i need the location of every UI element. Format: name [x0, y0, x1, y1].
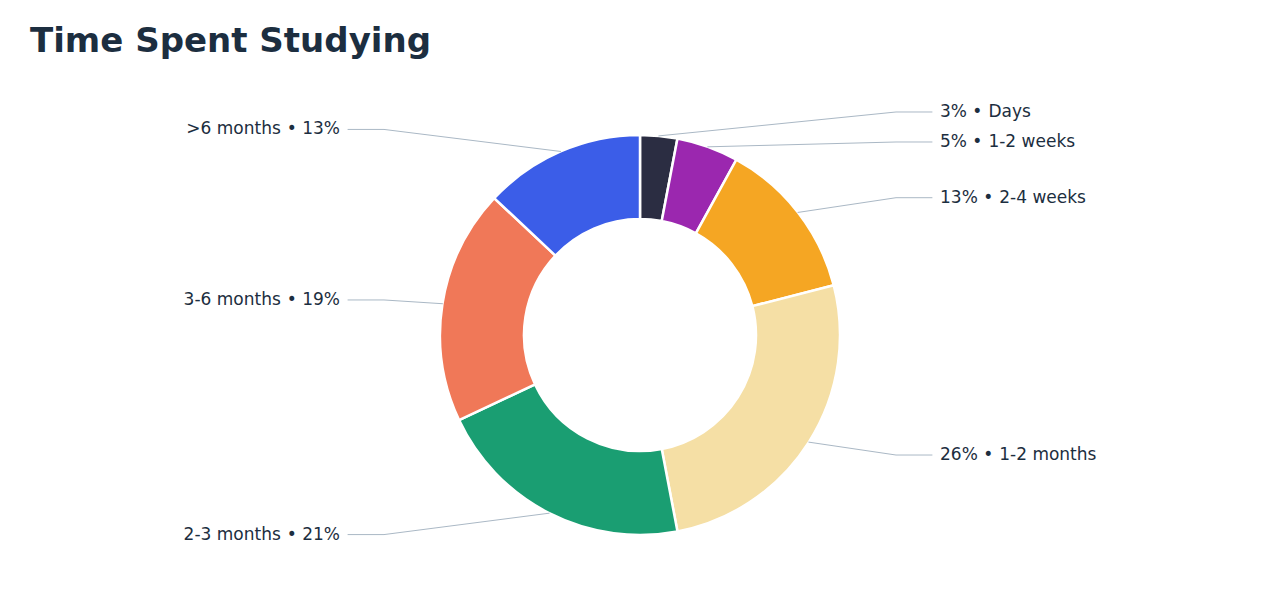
- data-label: 2-3 months • 21%: [184, 524, 340, 544]
- value-label: 13% •: [940, 187, 993, 207]
- data-label: 26% • 1-2 months: [940, 444, 1097, 464]
- category-label: 1-2 months: [999, 444, 1096, 464]
- slice: [662, 285, 840, 531]
- leader-line: [348, 129, 561, 151]
- value-label: • 19%: [287, 289, 340, 309]
- leader-line: [809, 442, 932, 455]
- category-label: 1-2 weeks: [988, 131, 1075, 151]
- slice: [494, 135, 640, 256]
- value-label: • 21%: [287, 524, 340, 544]
- category-label: Days: [988, 101, 1031, 121]
- data-label: 3% • Days: [940, 101, 1031, 121]
- slice: [696, 160, 834, 306]
- category-label: 3-6 months: [184, 289, 281, 309]
- slice: [459, 384, 677, 535]
- category-label: 2-3 months: [184, 524, 281, 544]
- value-label: 3% •: [940, 101, 982, 121]
- data-label: 5% • 1-2 weeks: [940, 131, 1075, 151]
- leader-line: [348, 300, 442, 304]
- category-label: >6 months: [186, 118, 281, 138]
- value-label: 5% •: [940, 131, 982, 151]
- leader-line: [708, 142, 932, 147]
- leader-line: [798, 198, 932, 213]
- data-label: >6 months • 13%: [186, 118, 340, 138]
- value-label: • 13%: [287, 118, 340, 138]
- data-label: 13% • 2-4 weeks: [940, 187, 1086, 207]
- category-label: 2-4 weeks: [999, 187, 1086, 207]
- leader-line: [348, 513, 549, 534]
- donut: 3% • Days 5% • 1-2 weeks 13% • 2-4 weeks 26% •…: [184, 101, 1097, 544]
- leader-line: [659, 112, 932, 136]
- title: Time Spent Studying: [30, 20, 431, 60]
- labels: 3% • Days 5% • 1-2 weeks 13% • 2-4 weeks 26% •…: [184, 101, 1097, 544]
- value-label: 26% •: [940, 444, 993, 464]
- chart: Time Spent Studying 3% • Days 5% • 1-2 weeks…: [0, 0, 1280, 602]
- data-label: 3-6 months • 19%: [184, 289, 340, 309]
